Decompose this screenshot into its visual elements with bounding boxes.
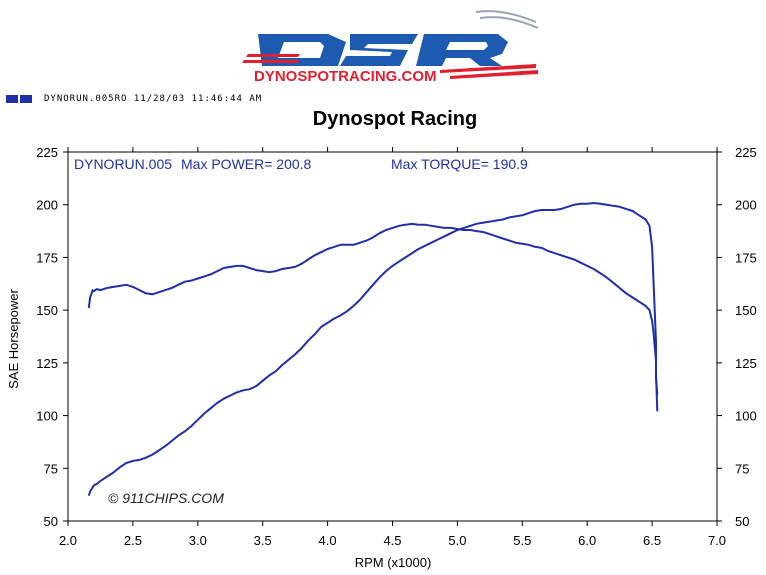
- x-tick-label: 4.0: [319, 533, 337, 548]
- run-name-annotation: DYNORUN.005: [74, 156, 172, 172]
- x-axis-label: RPM (x1000): [355, 555, 432, 570]
- y-tick-label-left: 100: [36, 409, 58, 424]
- x-tick-label: 5.5: [513, 533, 531, 548]
- series-swatch: [6, 95, 18, 103]
- logo-site-text: DYNOSPOTRACING.COM: [254, 68, 437, 85]
- y-tick-label-right: 175: [735, 250, 757, 265]
- y-tick-label-right: 75: [735, 461, 749, 476]
- run-info-text: DYNORUN.005RO 11/28/03 11:46:44 AM: [44, 94, 263, 104]
- x-tick-label: 5.0: [448, 533, 466, 548]
- x-tick-label: 4.5: [383, 533, 401, 548]
- x-tick-label: 6.0: [578, 533, 596, 548]
- y-tick-label-right: 225: [735, 145, 757, 160]
- y-tick-label-right: 150: [735, 303, 757, 318]
- dsr-logo: DYNOSPOTRACING.COM: [242, 10, 539, 85]
- y-axis-label: SAE Horsepower: [6, 288, 21, 388]
- x-tick-label: 2.5: [124, 533, 142, 548]
- y-tick-label-left: 125: [36, 356, 58, 371]
- logo-dsr-letters: [258, 34, 508, 66]
- y-axis-right: 50 75 100 125 150 175 200 225: [717, 145, 757, 529]
- y-tick-label-right: 125: [735, 356, 757, 371]
- y-tick-label-left: 50: [44, 514, 58, 529]
- y-tick-label-right: 200: [735, 198, 757, 213]
- y-axis-left: 50 75 100 125 150 175 200 225: [36, 145, 68, 529]
- x-tick-label: 7.0: [708, 533, 726, 548]
- max-torque-annotation: Max TORQUE= 190.9: [391, 156, 528, 172]
- series-swatch: [20, 95, 32, 103]
- x-tick-label: 3.0: [189, 533, 207, 548]
- logo-swoosh: [475, 10, 539, 29]
- logo-red-stripes: [242, 54, 538, 79]
- series-line-1: [87, 222, 659, 395]
- x-tick-label: 6.5: [643, 533, 661, 548]
- y-tick-label-left: 175: [36, 250, 58, 265]
- run-header: DYNORUN.005RO 11/28/03 11:46:44 AM: [6, 93, 262, 105]
- y-tick-label-left: 200: [36, 198, 58, 213]
- series-layer: [87, 202, 659, 496]
- y-tick-label-left: 225: [36, 145, 58, 160]
- watermark: © 911CHIPS.COM: [108, 490, 224, 506]
- y-tick-label-right: 50: [735, 514, 749, 529]
- max-power-annotation: Max POWER= 200.8: [181, 156, 312, 172]
- y-tick-label-right: 100: [735, 409, 757, 424]
- chart-title: Dynospot Racing: [313, 108, 477, 130]
- x-axis: 2.0 2.5 3.0 3.5 4.0 4.5 5.0 5.5 6.0 6.5 7.0: [59, 147, 726, 548]
- y-tick-label-left: 75: [44, 461, 58, 476]
- series-line-0: [87, 202, 659, 496]
- y-tick-label-left: 150: [36, 303, 58, 318]
- x-tick-label: 3.5: [254, 533, 272, 548]
- x-tick-label: 2.0: [59, 533, 77, 548]
